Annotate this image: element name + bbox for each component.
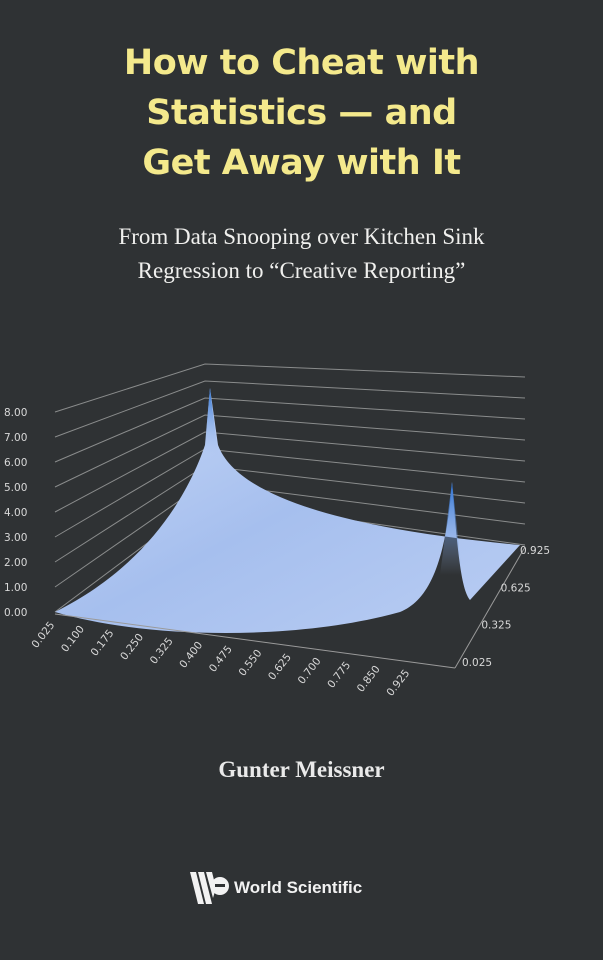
subtitle-line: From Data Snooping over Kitchen Sink bbox=[118, 224, 485, 249]
book-title: How to Cheat with Statistics — and Get A… bbox=[0, 38, 603, 188]
x-axis bbox=[54, 613, 456, 669]
x-tick-label: 0.400 bbox=[177, 639, 205, 670]
title-line: How to Cheat with bbox=[123, 43, 480, 83]
peak-2 bbox=[440, 482, 462, 575]
book-subtitle: From Data Snooping over Kitchen Sink Reg… bbox=[0, 220, 603, 288]
x-tick-label: 0.775 bbox=[325, 659, 353, 690]
z-tick-label: 4.00 bbox=[4, 507, 27, 519]
peak-1 bbox=[204, 388, 218, 455]
z-tick-label: 2.00 bbox=[4, 557, 27, 569]
x-tick-label: 0.175 bbox=[89, 627, 117, 658]
surface bbox=[55, 388, 520, 633]
y-tick-label: 0.925 bbox=[520, 545, 550, 557]
title-line: Statistics — and bbox=[146, 93, 457, 133]
y-tick-label: 0.325 bbox=[481, 620, 511, 632]
z-tick-label: 5.00 bbox=[4, 482, 27, 494]
y-tick-label: 0.625 bbox=[501, 582, 531, 594]
ws-logo-icon bbox=[190, 872, 229, 904]
z-tick-label: 1.00 bbox=[4, 582, 27, 594]
grid-line bbox=[54, 431, 526, 513]
surface-chart: 0.00 1.00 2.00 3.00 4.00 5.00 6.00 7.00 8.00 0.02… bbox=[4, 363, 550, 699]
z-tick-label: 6.00 bbox=[4, 457, 27, 469]
x-tick-label: 0.700 bbox=[296, 655, 324, 686]
y-tick-label: 0.025 bbox=[462, 657, 492, 669]
grid-line bbox=[54, 414, 526, 488]
subtitle-line: Regression to “Creative Reporting” bbox=[137, 258, 466, 283]
grid-line bbox=[54, 363, 526, 413]
x-tick-label: 0.325 bbox=[148, 635, 176, 666]
x-tick-label: 0.550 bbox=[236, 647, 264, 678]
title-line: Get Away with It bbox=[142, 143, 461, 183]
author-name: Gunter Meissner bbox=[218, 757, 385, 782]
grid-line bbox=[54, 397, 526, 463]
x-tick-label: 0.625 bbox=[266, 651, 294, 682]
x-tick-label: 0.475 bbox=[207, 643, 235, 674]
z-tick-label: 7.00 bbox=[4, 432, 27, 444]
grid-lines bbox=[54, 363, 526, 613]
x-tick-label: 0.250 bbox=[118, 631, 146, 662]
z-tick-label: 8.00 bbox=[4, 407, 27, 419]
x-tick-label: 0.850 bbox=[355, 663, 383, 694]
z-tick-label: 3.00 bbox=[4, 532, 27, 544]
z-tick-label: 0.00 bbox=[4, 607, 27, 619]
grid-line bbox=[54, 380, 526, 438]
y-axis bbox=[454, 546, 526, 669]
x-tick-label: 0.925 bbox=[384, 667, 412, 698]
x-tick-label: 0.100 bbox=[59, 623, 87, 654]
x-tick-label: 0.025 bbox=[29, 619, 57, 650]
publisher-name: World Scientific bbox=[234, 878, 363, 897]
publisher: World Scientific bbox=[188, 868, 362, 908]
